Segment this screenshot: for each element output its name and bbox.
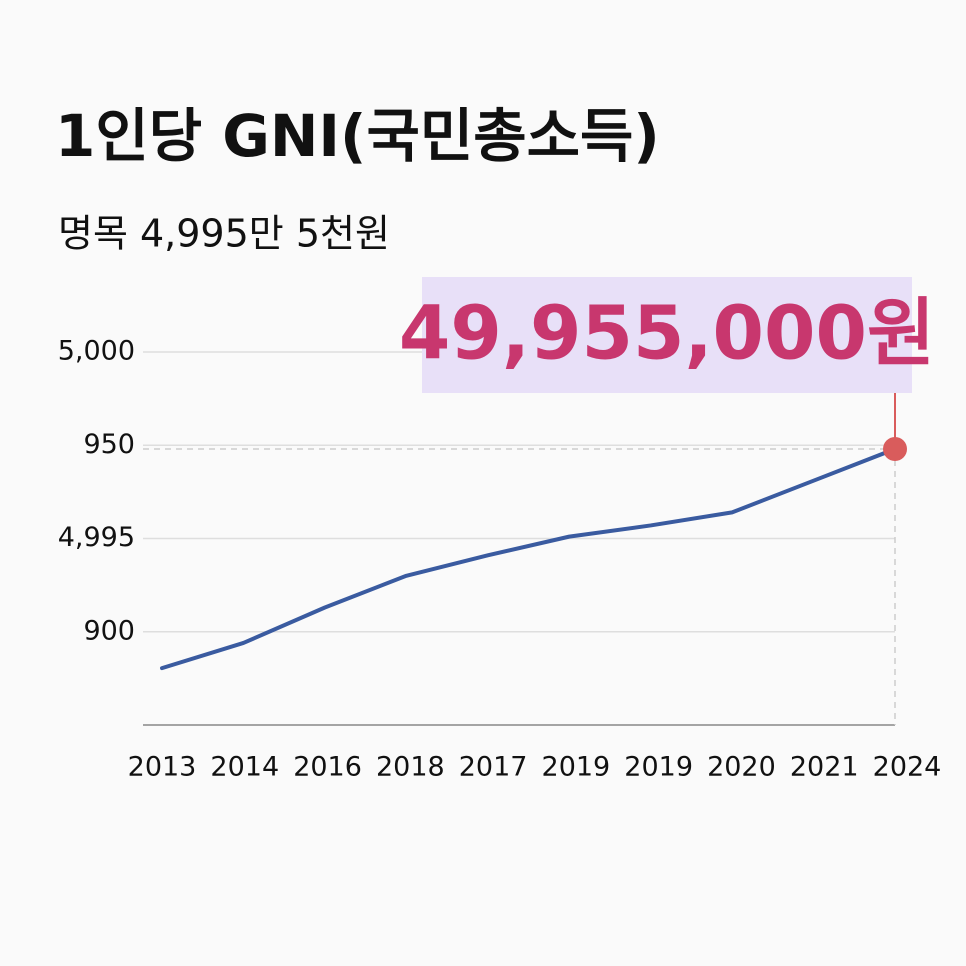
x-tick-label: 2024 xyxy=(873,752,942,783)
x-tick-label: 2017 xyxy=(459,752,528,783)
x-tick-label: 2021 xyxy=(790,752,859,783)
x-tick-label: 2014 xyxy=(210,752,279,783)
callout-box xyxy=(422,277,912,393)
x-tick-label: 2016 xyxy=(293,752,362,783)
chart-subtitle: 명목 4,995만 5천원 xyxy=(58,212,390,256)
x-tick-label: 2018 xyxy=(376,752,445,783)
line-series xyxy=(160,446,897,671)
chart-title: 1인당 GNI(국민총소득) xyxy=(55,102,660,170)
x-tick-label: 2020 xyxy=(707,752,776,783)
y-tick-label: 900 xyxy=(83,615,135,646)
y-tick-label: 950 xyxy=(83,429,135,460)
x-tick-label: 2019 xyxy=(542,752,611,783)
y-tick-label: 5,000 xyxy=(58,336,135,367)
callout-label: 49,955,000원 xyxy=(399,291,935,377)
x-tick-label: 2013 xyxy=(128,752,197,783)
highlight-point xyxy=(883,436,907,461)
y-tick-label: 4,995 xyxy=(58,522,135,553)
x-tick-label: 2019 xyxy=(624,752,693,783)
